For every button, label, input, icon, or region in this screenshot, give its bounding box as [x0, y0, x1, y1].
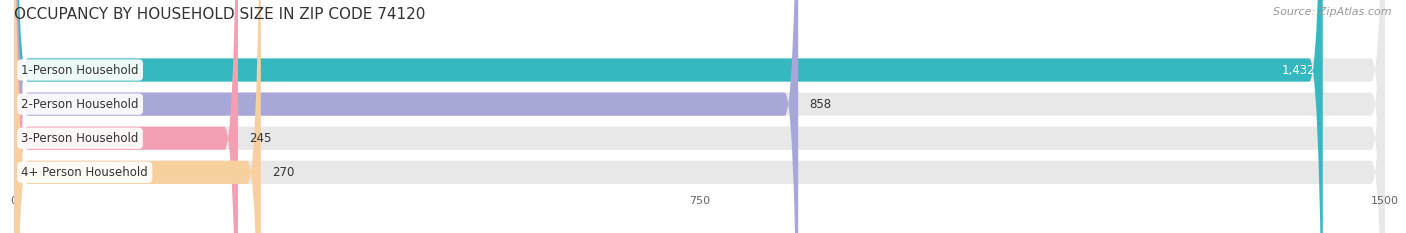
FancyBboxPatch shape	[14, 0, 1385, 233]
Text: 2-Person Household: 2-Person Household	[21, 98, 139, 111]
Text: 245: 245	[249, 132, 271, 145]
Text: 858: 858	[810, 98, 831, 111]
FancyBboxPatch shape	[14, 0, 1385, 233]
Text: OCCUPANCY BY HOUSEHOLD SIZE IN ZIP CODE 74120: OCCUPANCY BY HOUSEHOLD SIZE IN ZIP CODE …	[14, 7, 426, 22]
FancyBboxPatch shape	[14, 0, 1385, 233]
Text: 1,432: 1,432	[1282, 64, 1316, 76]
FancyBboxPatch shape	[14, 0, 262, 233]
FancyBboxPatch shape	[14, 0, 1385, 233]
FancyBboxPatch shape	[14, 0, 238, 233]
Text: 1-Person Household: 1-Person Household	[21, 64, 139, 76]
Text: 3-Person Household: 3-Person Household	[21, 132, 139, 145]
Text: 4+ Person Household: 4+ Person Household	[21, 166, 148, 179]
FancyBboxPatch shape	[14, 0, 1323, 233]
FancyBboxPatch shape	[14, 0, 799, 233]
Text: Source: ZipAtlas.com: Source: ZipAtlas.com	[1274, 7, 1392, 17]
Text: 270: 270	[271, 166, 294, 179]
